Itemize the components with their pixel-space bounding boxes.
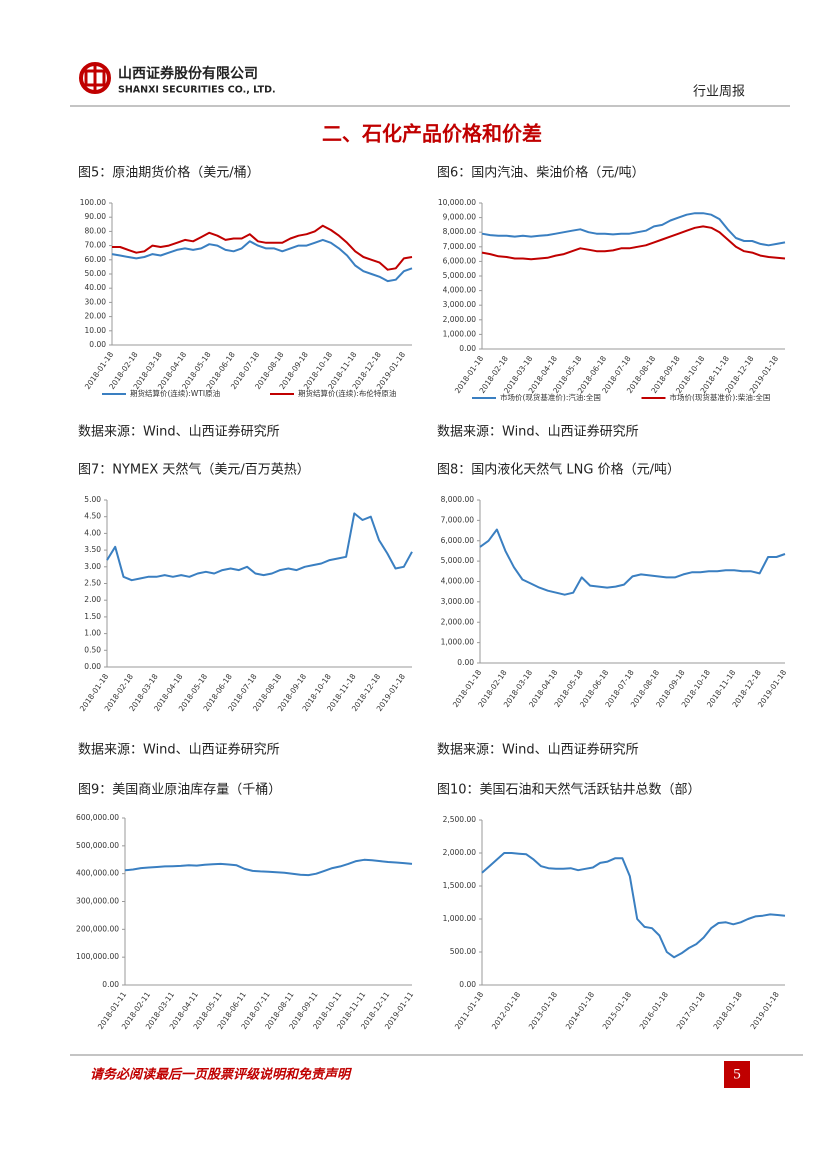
figure-caption: 图6：国内汽油、柴油价格（元/吨）: [437, 165, 645, 181]
data-line: [124, 858, 413, 877]
y-tick-label: 0.00: [459, 344, 476, 353]
section-title: 二、石化产品价格和价差: [322, 122, 542, 146]
legend-label: 期货结算价(连续):WTI原油: [130, 388, 220, 398]
y-tick-label: 1,000.00: [441, 638, 475, 647]
x-tick-label: 2012-01-18: [490, 990, 523, 1031]
y-tick-label: 7,000.00: [443, 242, 477, 251]
y-tick-label: 0.00: [457, 658, 474, 667]
y-tick-label: 5,000.00: [441, 556, 475, 565]
y-tick-label: 2,000.00: [443, 848, 477, 857]
y-tick-label: 2.50: [84, 579, 101, 588]
data-line: [111, 238, 413, 283]
y-tick-label: 3.00: [84, 562, 101, 571]
y-tick-label: 30.00: [85, 297, 107, 306]
x-tick-label: 2016-01-18: [638, 990, 671, 1031]
x-tick-label: 2018-01-18: [712, 990, 745, 1031]
data-line: [479, 528, 786, 596]
page-number: 5: [733, 1066, 741, 1082]
y-tick-label: 6,000.00: [441, 536, 475, 545]
figure-source: 数据来源：Wind、山西证券研究所: [78, 742, 280, 758]
y-tick-label: 2.00: [84, 595, 101, 604]
company-name: 山西证券股份有限公司: [118, 65, 258, 82]
y-tick-label: 9,000.00: [443, 213, 477, 222]
y-tick-label: 5.00: [84, 495, 101, 504]
y-tick-label: 0.00: [459, 980, 476, 989]
y-tick-label: 3,000.00: [441, 597, 475, 606]
y-tick-label: 4.50: [84, 512, 101, 521]
y-tick-label: 400,000.00: [76, 869, 119, 878]
y-tick-label: 10.00: [85, 326, 107, 335]
y-tick-label: 10,000.00: [438, 198, 476, 207]
y-tick-label: 3,000.00: [443, 300, 477, 309]
x-tick-label: 2015-01-18: [601, 990, 634, 1031]
page-number-box: [724, 1061, 750, 1088]
y-tick-label: 2,000.00: [443, 315, 477, 324]
legend-label: 市场价(现货基准价):汽油:全国: [500, 392, 601, 402]
x-tick-label: 2013-01-18: [527, 990, 560, 1031]
y-tick-label: 1,000.00: [443, 329, 477, 338]
data-line: [481, 852, 786, 959]
figure-caption: 图10：美国石油和天然气活跃钻井总数（部）: [437, 782, 701, 798]
y-tick-label: 2,000.00: [441, 617, 475, 626]
y-tick-label: 3.50: [84, 545, 101, 554]
y-tick-label: 0.50: [84, 645, 101, 654]
y-tick-label: 600,000.00: [76, 813, 119, 822]
y-tick-label: 6,000.00: [443, 256, 477, 265]
x-tick-label: 2011-01-18: [453, 990, 486, 1031]
y-tick-label: 20.00: [85, 312, 107, 321]
y-tick-label: 500,000.00: [76, 841, 119, 850]
data-line: [481, 225, 786, 261]
y-tick-label: 60.00: [85, 255, 107, 264]
y-tick-label: 80.00: [85, 226, 107, 235]
y-tick-label: 2,500.00: [443, 815, 477, 824]
y-tick-label: 8,000.00: [443, 227, 477, 236]
y-tick-label: 200,000.00: [76, 924, 119, 933]
y-tick-label: 1,000.00: [443, 914, 477, 923]
y-tick-label: 0.00: [84, 662, 101, 671]
data-line: [481, 212, 786, 247]
y-tick-label: 1.00: [84, 629, 101, 638]
y-tick-label: 4.00: [84, 528, 101, 537]
figure-source: 数据来源：Wind、山西证券研究所: [437, 424, 639, 440]
company-name-en: SHANXI SECURITIES CO., LTD.: [118, 85, 276, 96]
y-tick-label: 7,000.00: [441, 515, 475, 524]
y-tick-label: 4,000.00: [443, 286, 477, 295]
report-type: 行业周报: [693, 85, 745, 100]
y-tick-label: 0.00: [89, 340, 106, 349]
y-tick-label: 100,000.00: [76, 952, 119, 961]
y-tick-label: 40.00: [85, 283, 107, 292]
y-tick-label: 8,000.00: [441, 495, 475, 504]
y-tick-label: 1,500.00: [443, 881, 477, 890]
legend-label: 市场价(现货基准价):柴油:全国: [670, 392, 771, 402]
y-tick-label: 50.00: [85, 269, 107, 278]
y-tick-label: 70.00: [85, 241, 107, 250]
figure-caption: 图5：原油期货价格（美元/桶）: [78, 165, 260, 181]
disclaimer: 请务必阅读最后一页股票评级说明和免责声明: [90, 1067, 352, 1083]
figure-caption: 图8：国内液化天然气 LNG 价格（元/吨）: [437, 462, 680, 478]
y-tick-label: 300,000.00: [76, 897, 119, 906]
y-tick-label: 1.50: [84, 612, 101, 621]
figure-caption: 图9：美国商业原油库存量（千桶）: [78, 782, 281, 798]
figure-source: 数据来源：Wind、山西证券研究所: [78, 424, 280, 440]
y-tick-label: 100.00: [80, 198, 106, 207]
x-tick-label: 2014-01-18: [564, 990, 597, 1031]
logo: [79, 62, 111, 94]
y-tick-label: 500.00: [450, 947, 476, 956]
figure-source: 数据来源：Wind、山西证券研究所: [437, 742, 639, 758]
y-tick-label: 90.00: [85, 212, 107, 221]
x-tick-label: 2017-01-18: [675, 990, 708, 1031]
legend-label: 期货结算价(连续):布伦特原油: [298, 388, 396, 398]
y-tick-label: 4,000.00: [441, 577, 475, 586]
data-line: [112, 224, 413, 271]
data-line: [106, 512, 413, 582]
x-tick-label: 2019-01-18: [749, 990, 782, 1031]
figure-caption: 图7：NYMEX 天然气（美元/百万英热）: [78, 462, 310, 478]
y-tick-label: 0.00: [102, 980, 119, 989]
y-tick-label: 5,000.00: [443, 271, 477, 280]
